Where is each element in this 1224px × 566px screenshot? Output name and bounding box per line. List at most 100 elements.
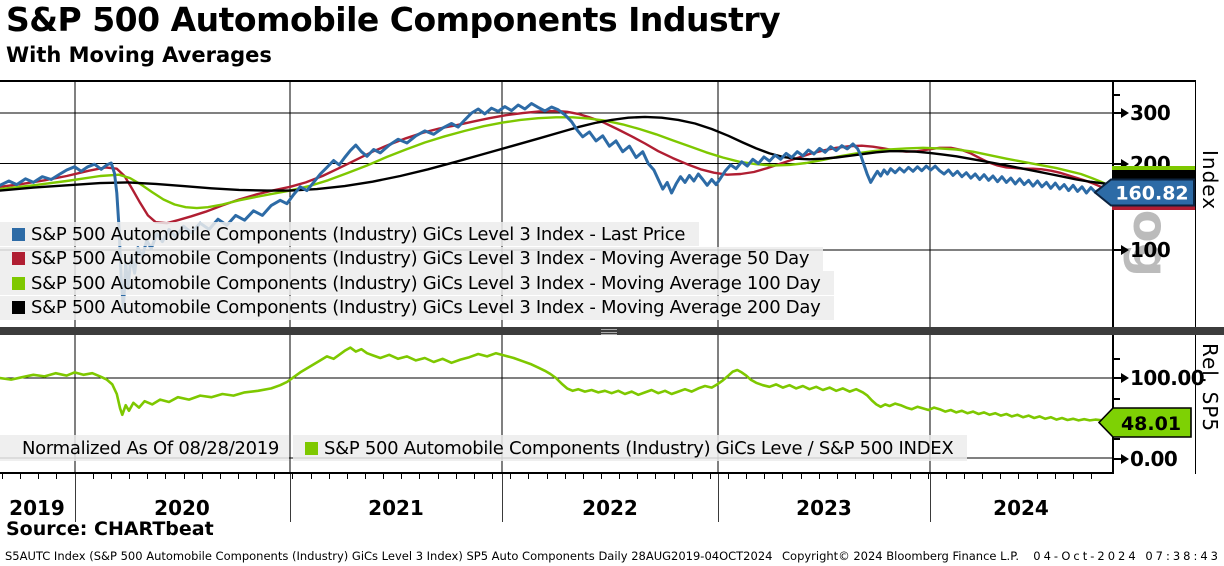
month-tick bbox=[836, 474, 838, 479]
month-tick bbox=[1054, 474, 1056, 479]
month-tick bbox=[982, 474, 984, 479]
tick-arrow-icon bbox=[1112, 108, 1129, 118]
month-tick bbox=[546, 474, 548, 479]
footer-copyright: Copyright© 2024 Bloomberg Finance L.P. bbox=[782, 549, 1019, 563]
legend-row-relative: S&P 500 Automobile Components (Industry)… bbox=[293, 435, 968, 461]
ma100-swatch-icon bbox=[12, 276, 25, 290]
relative-swatch-icon bbox=[305, 441, 318, 455]
month-tick bbox=[274, 474, 276, 479]
index-axis-title: Index bbox=[1198, 150, 1222, 211]
x-label-2023: 2023 bbox=[796, 496, 852, 520]
x-label-2024: 2024 bbox=[993, 496, 1049, 520]
month-tick bbox=[818, 474, 820, 479]
footer-bar: S5AUTC Index (S&P 500 Automobile Compone… bbox=[0, 547, 1224, 566]
month-tick bbox=[746, 474, 748, 479]
month-tick bbox=[891, 474, 893, 479]
month-tick bbox=[1091, 474, 1092, 479]
tick-arrow-icon bbox=[1112, 245, 1129, 255]
right-axis-line bbox=[1112, 81, 1114, 474]
month-tick bbox=[92, 474, 94, 479]
month-tick bbox=[401, 474, 403, 479]
month-tick bbox=[346, 474, 348, 479]
page-title: S&P 500 Automobile Components Industry bbox=[6, 0, 781, 39]
plot-top-border bbox=[0, 80, 1196, 82]
relative-value: 48.01 bbox=[1121, 413, 1181, 435]
month-tick bbox=[600, 474, 602, 479]
month-tick bbox=[492, 474, 493, 479]
month-tick bbox=[945, 474, 947, 479]
month-tick bbox=[437, 474, 439, 479]
footer-ticker-info: S5AUTC Index (S&P 500 Automobile Compone… bbox=[5, 549, 773, 563]
month-tick bbox=[219, 474, 221, 479]
minor-tick bbox=[1112, 438, 1120, 440]
ma100-marker bbox=[1112, 166, 1195, 170]
year-separator bbox=[290, 473, 291, 522]
last-price-badge: 160.82 bbox=[1094, 166, 1195, 210]
month-tick bbox=[963, 474, 965, 479]
divider-grip-handle[interactable] bbox=[601, 329, 617, 330]
month-tick bbox=[183, 474, 185, 479]
panel-divider bbox=[0, 327, 1224, 335]
x-axis-line bbox=[0, 472, 1113, 474]
month-tick bbox=[1000, 474, 1002, 479]
footer-timestamp: 04-Oct-2024 07:38:43 bbox=[1033, 549, 1221, 563]
tick-arrow-icon bbox=[1112, 454, 1129, 464]
x-label-2022: 2022 bbox=[582, 496, 638, 520]
month-tick bbox=[256, 474, 258, 479]
normalized-as-of-label: Normalized As Of 08/28/2019 bbox=[0, 435, 290, 461]
normalized-label-text: Normalized As Of 08/28/2019 bbox=[22, 437, 280, 459]
month-tick bbox=[909, 474, 911, 479]
page-subtitle: With Moving Averages bbox=[6, 43, 272, 67]
month-tick bbox=[800, 474, 802, 479]
month-tick bbox=[709, 474, 711, 479]
ma50-marker bbox=[1112, 206, 1195, 210]
y-tick-100: 100 bbox=[1112, 238, 1171, 262]
month-tick bbox=[455, 474, 457, 479]
month-tick bbox=[110, 474, 112, 479]
month-tick bbox=[873, 474, 875, 479]
year-separator bbox=[75, 473, 76, 522]
minor-tick bbox=[1112, 398, 1120, 400]
minor-tick bbox=[1112, 358, 1120, 360]
month-tick bbox=[383, 474, 385, 479]
legend-row-ma50: S&P 500 Automobile Components (Industry)… bbox=[0, 246, 824, 271]
month-tick bbox=[564, 474, 566, 479]
rel-badge-shape bbox=[1098, 407, 1192, 438]
month-tick bbox=[855, 474, 856, 479]
month-tick bbox=[1072, 474, 1074, 479]
year-separator bbox=[718, 473, 719, 522]
month-tick bbox=[510, 474, 512, 479]
ma200-marker bbox=[1112, 170, 1195, 179]
ma50-swatch-icon bbox=[12, 252, 25, 266]
x-label-2020: 2020 bbox=[154, 496, 210, 520]
month-tick bbox=[201, 474, 203, 479]
legend-label: S&P 500 Automobile Components (Industry)… bbox=[31, 272, 821, 294]
month-tick bbox=[655, 474, 657, 479]
month-tick bbox=[147, 474, 149, 479]
month-tick bbox=[38, 474, 40, 479]
month-tick bbox=[927, 474, 929, 479]
relative-value-badge: 48.01 bbox=[1098, 407, 1192, 438]
last-price-value: 160.82 bbox=[1115, 183, 1188, 205]
rel-sp5-axis-title: Rel. SP5 bbox=[1198, 343, 1222, 433]
month-tick bbox=[328, 474, 330, 479]
divider-grip-handle[interactable] bbox=[601, 334, 617, 335]
legend-label: S&P 500 Automobile Components (Industry)… bbox=[31, 223, 686, 245]
month-tick bbox=[419, 474, 421, 479]
divider-grip-handle[interactable] bbox=[601, 331, 617, 333]
month-tick bbox=[619, 474, 621, 479]
month-tick bbox=[310, 474, 312, 479]
minor-tick bbox=[1112, 94, 1120, 96]
y-tick-100.00: 100.00 bbox=[1112, 366, 1205, 390]
month-tick bbox=[20, 474, 22, 479]
last-price-swatch-icon bbox=[12, 227, 25, 241]
legend-row-ma100: S&P 500 Automobile Components (Industry)… bbox=[0, 271, 835, 296]
month-tick bbox=[637, 474, 639, 479]
month-tick bbox=[782, 474, 784, 479]
y-tick-300: 300 bbox=[1112, 101, 1171, 125]
legend-row-last-price: S&P 500 Automobile Components (Industry)… bbox=[0, 222, 700, 246]
year-separator bbox=[930, 473, 931, 522]
tick-arrow-icon bbox=[1112, 373, 1129, 383]
source-label: Source: CHARTbeat bbox=[6, 518, 214, 540]
